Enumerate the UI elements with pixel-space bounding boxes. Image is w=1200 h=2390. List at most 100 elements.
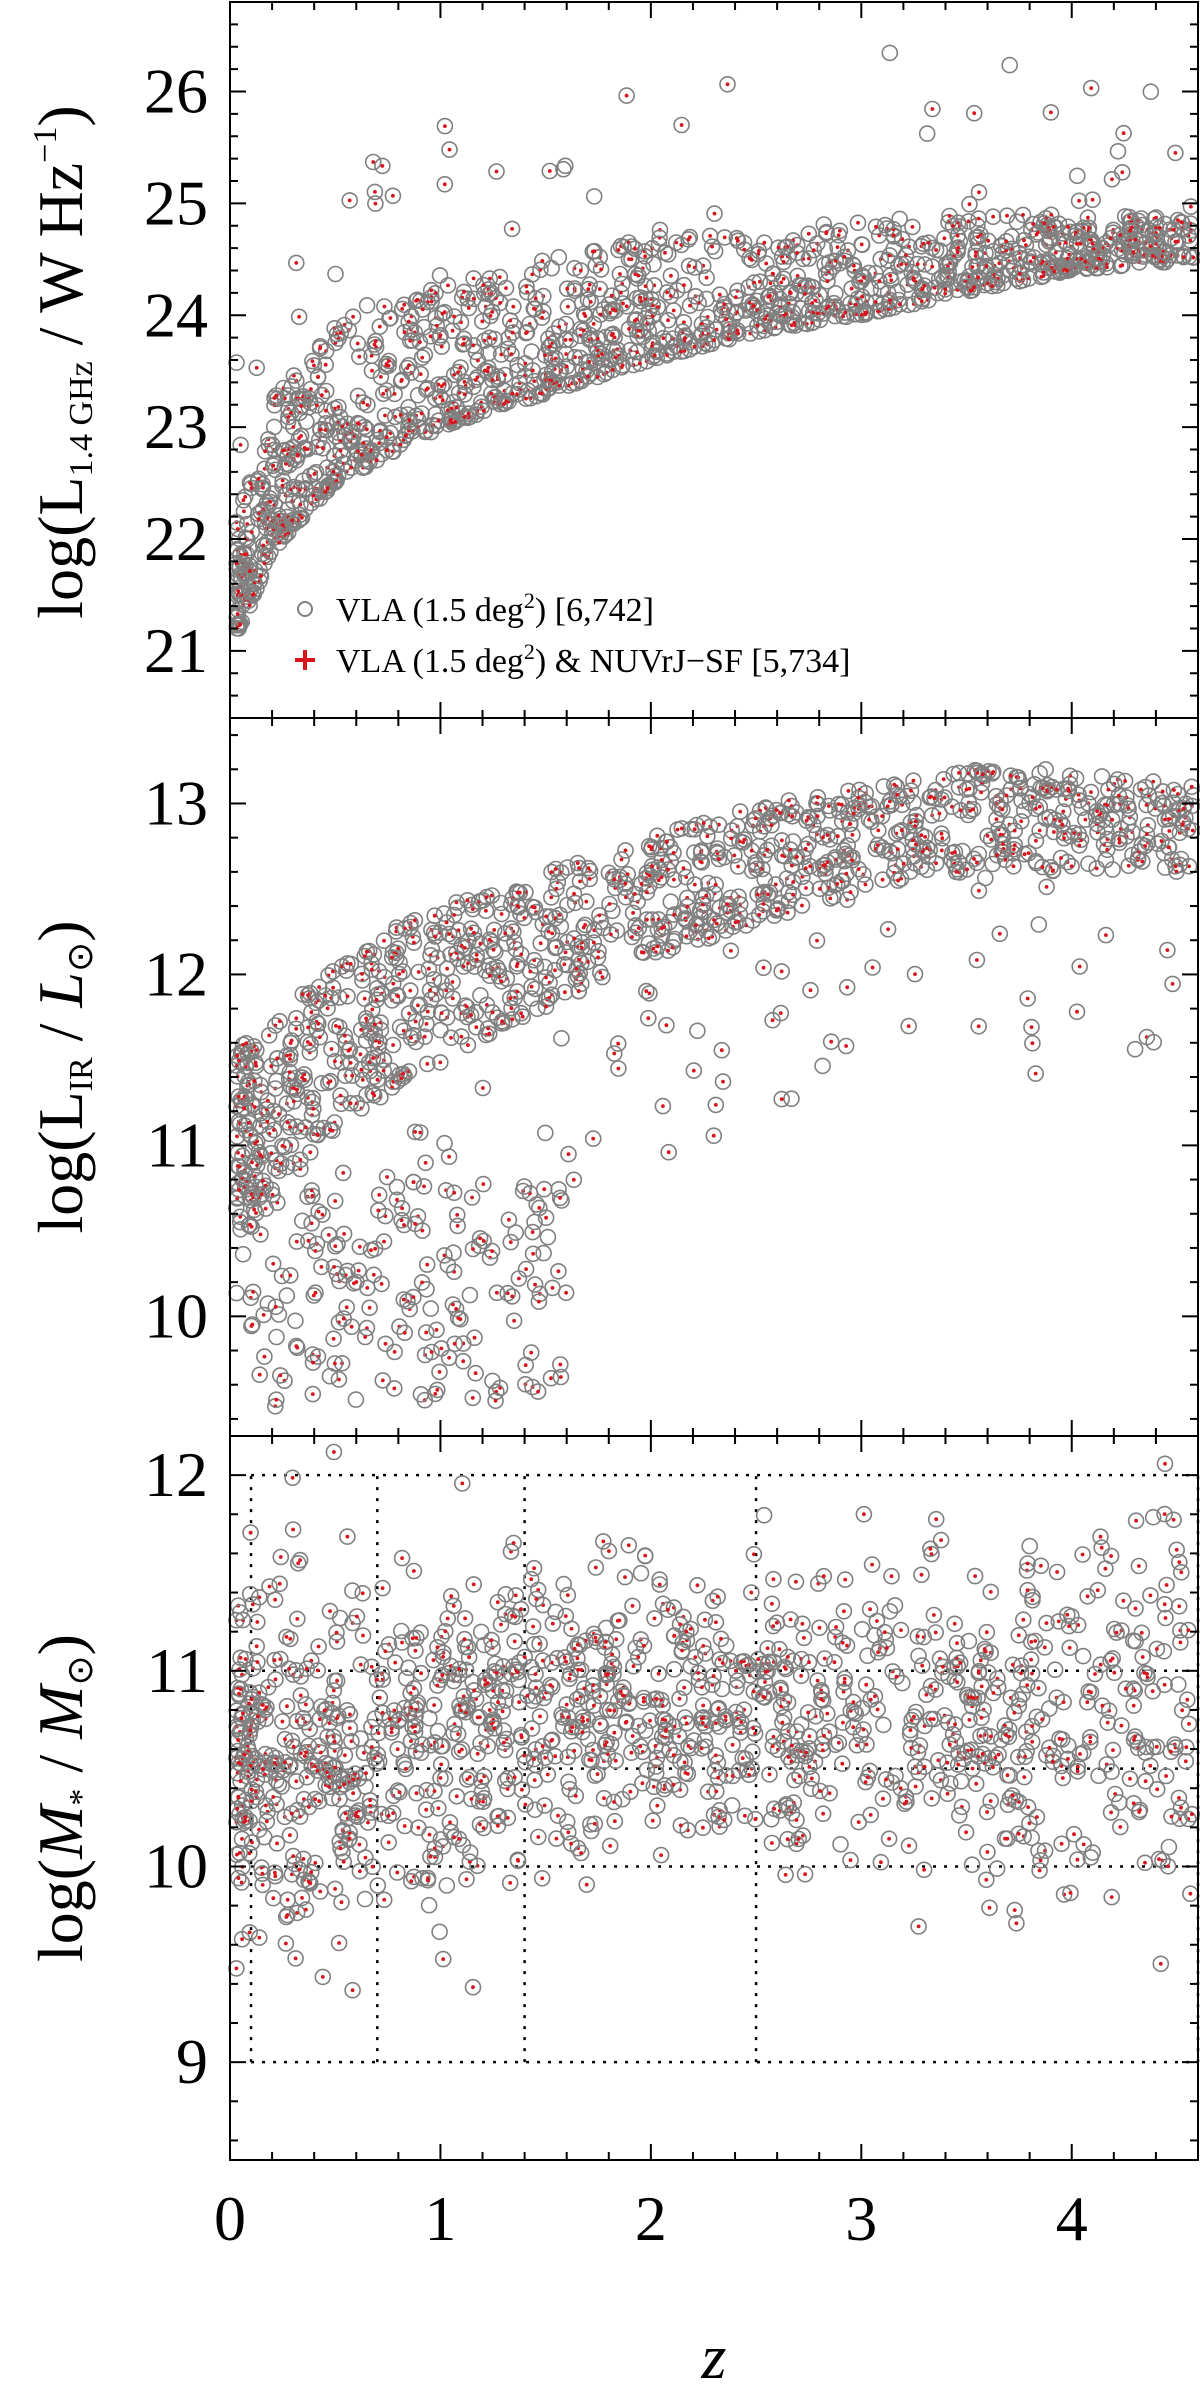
sf-marker bbox=[757, 249, 761, 253]
sf-marker bbox=[386, 363, 391, 368]
sf-marker bbox=[342, 1232, 346, 1236]
y-axis-label-superscript: −1 bbox=[27, 127, 64, 163]
sf-marker bbox=[400, 307, 405, 311]
sf-marker bbox=[448, 418, 453, 423]
sf-marker bbox=[932, 285, 937, 290]
sf-marker bbox=[337, 1025, 342, 1030]
sf-marker bbox=[1083, 817, 1088, 822]
sf-marker bbox=[549, 870, 554, 874]
sf-marker bbox=[419, 411, 424, 416]
sf-marker bbox=[271, 463, 276, 468]
sf-marker bbox=[331, 985, 335, 990]
sf-marker bbox=[385, 1175, 389, 1179]
sf-marker bbox=[860, 294, 865, 299]
sf-marker bbox=[1041, 270, 1046, 275]
sf-marker bbox=[242, 1106, 247, 1111]
data-point bbox=[977, 244, 994, 262]
sf-marker bbox=[317, 985, 321, 989]
sf-marker bbox=[592, 249, 597, 254]
sf-marker bbox=[633, 246, 637, 251]
sf-marker bbox=[612, 1051, 617, 1056]
data-point bbox=[380, 357, 397, 374]
sf-marker bbox=[492, 337, 497, 341]
sf-marker bbox=[735, 328, 740, 333]
sf-marker bbox=[349, 465, 354, 470]
sf-marker bbox=[425, 1262, 430, 1267]
sf-marker bbox=[990, 284, 994, 288]
sf-marker bbox=[258, 1232, 263, 1237]
sf-marker bbox=[281, 448, 285, 453]
sf-marker bbox=[1012, 843, 1017, 847]
sf-marker bbox=[1011, 864, 1016, 869]
sf-marker bbox=[1148, 244, 1153, 249]
sf-marker bbox=[613, 355, 618, 360]
sf-marker bbox=[370, 368, 374, 373]
y-axis-label-close: ) bbox=[25, 105, 96, 126]
sf-marker bbox=[563, 990, 567, 995]
sf-marker bbox=[474, 957, 479, 962]
data-point bbox=[936, 230, 953, 247]
sf-marker bbox=[466, 306, 471, 310]
sf-marker bbox=[937, 811, 942, 816]
sf-marker bbox=[588, 300, 593, 304]
data-point bbox=[268, 1328, 285, 1346]
sf-marker bbox=[529, 1350, 534, 1355]
sf-marker bbox=[815, 795, 820, 800]
sf-marker bbox=[1094, 866, 1099, 871]
sf-marker bbox=[841, 314, 846, 319]
sf-marker bbox=[1052, 830, 1056, 834]
data-point bbox=[338, 463, 356, 480]
sf-marker bbox=[355, 341, 360, 346]
sf-marker bbox=[413, 1019, 418, 1024]
sf-marker bbox=[380, 164, 385, 168]
sf-marker bbox=[1061, 809, 1066, 814]
sf-marker bbox=[1037, 804, 1042, 809]
sf-marker bbox=[452, 1341, 457, 1346]
sf-marker bbox=[1170, 982, 1175, 986]
data-point bbox=[589, 368, 606, 386]
data-point bbox=[279, 413, 297, 430]
sf-marker bbox=[922, 283, 927, 288]
sf-marker bbox=[563, 338, 568, 342]
sf-marker bbox=[808, 864, 813, 869]
sf-marker bbox=[1123, 779, 1127, 783]
sf-marker bbox=[407, 418, 412, 422]
sf-marker bbox=[1117, 837, 1122, 842]
sf-marker bbox=[611, 332, 615, 336]
sf-marker bbox=[1121, 131, 1126, 136]
sf-marker bbox=[852, 263, 856, 268]
data-point bbox=[412, 365, 430, 383]
sf-marker bbox=[377, 1040, 382, 1045]
sf-marker bbox=[956, 245, 961, 250]
sf-marker bbox=[1066, 224, 1070, 229]
sf-marker bbox=[755, 892, 760, 897]
sf-marker bbox=[585, 374, 590, 379]
sf-marker bbox=[859, 279, 864, 283]
sf-marker bbox=[609, 293, 614, 298]
sf-marker bbox=[291, 425, 296, 429]
sf-marker bbox=[416, 1003, 420, 1008]
sf-marker bbox=[388, 316, 393, 320]
sf-marker bbox=[377, 1193, 382, 1197]
sf-marker bbox=[574, 967, 579, 971]
sf-marker bbox=[789, 323, 794, 328]
sf-marker bbox=[779, 1097, 784, 1101]
sf-marker bbox=[679, 123, 684, 127]
sf-marker bbox=[921, 241, 926, 246]
sf-marker bbox=[706, 936, 711, 941]
sf-marker bbox=[587, 359, 592, 364]
sf-marker bbox=[939, 831, 944, 836]
sf-marker bbox=[274, 1397, 279, 1402]
sf-marker bbox=[413, 918, 417, 923]
sf-marker bbox=[919, 299, 924, 304]
sf-marker bbox=[1086, 215, 1090, 220]
sf-marker bbox=[810, 301, 814, 305]
sf-marker bbox=[313, 1290, 318, 1295]
sf-marker bbox=[568, 337, 573, 342]
sf-marker bbox=[308, 1150, 313, 1155]
sf-marker bbox=[954, 870, 959, 874]
sf-marker bbox=[976, 275, 980, 280]
sf-marker bbox=[312, 363, 316, 368]
sf-marker bbox=[300, 515, 304, 520]
sf-marker bbox=[934, 248, 938, 252]
